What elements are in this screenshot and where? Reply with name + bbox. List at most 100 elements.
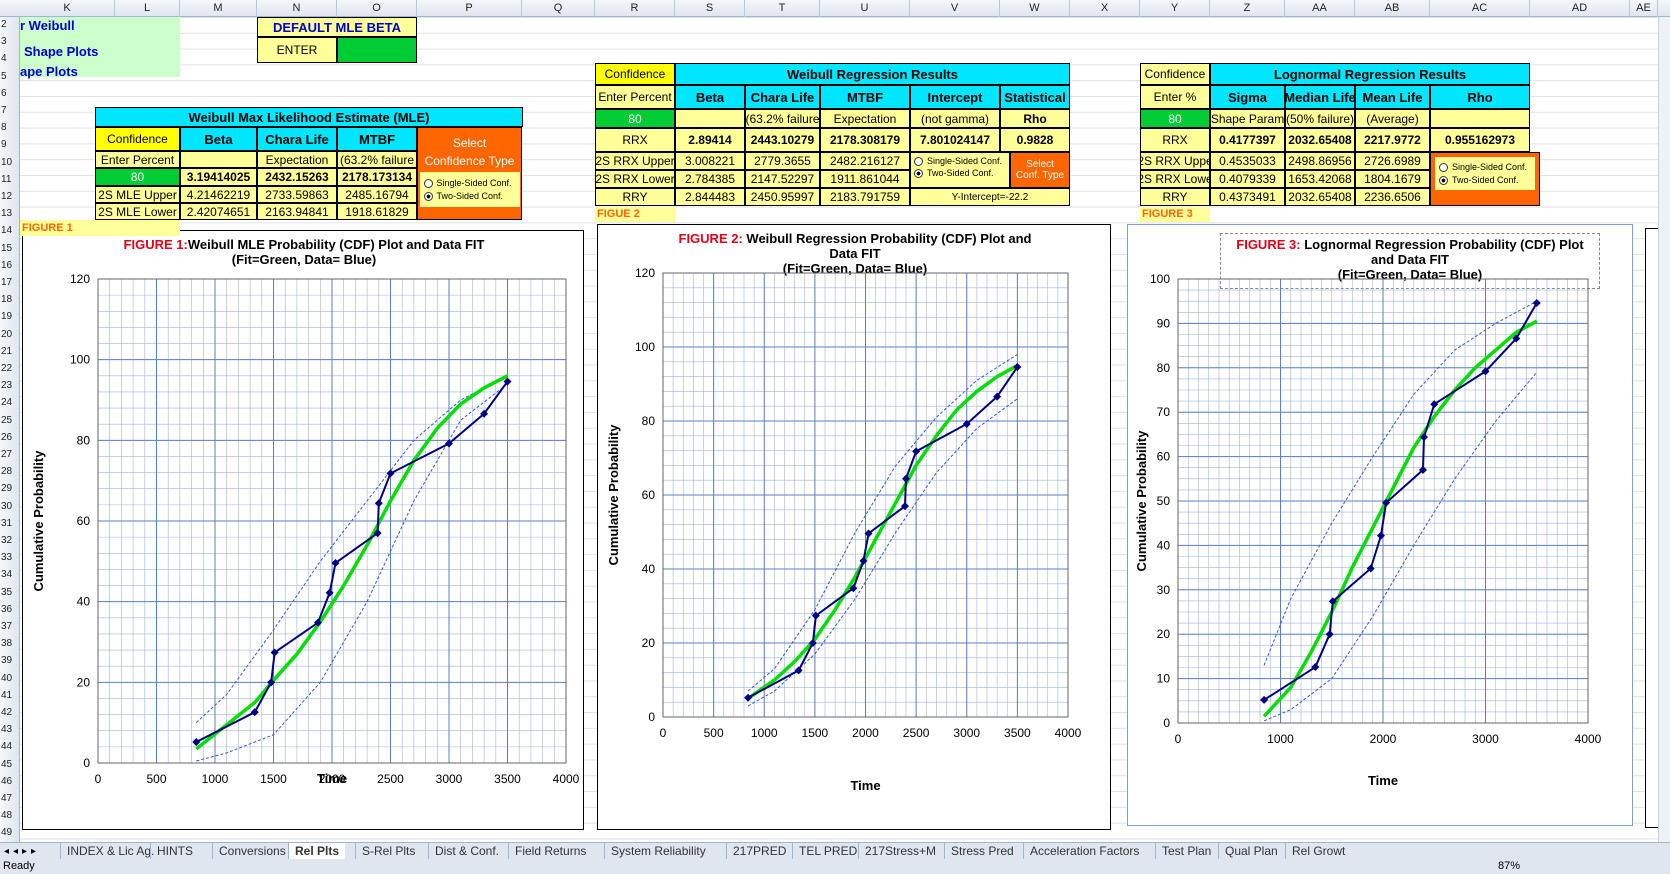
column-header-W[interactable]: W <box>1000 0 1070 17</box>
column-header-X[interactable]: X <box>1070 0 1140 17</box>
chart3-title-box[interactable] <box>1220 233 1600 289</box>
row-header[interactable]: 14 <box>1 225 13 237</box>
row-header[interactable]: 23 <box>1 380 13 392</box>
row-header[interactable]: 20 <box>1 328 13 340</box>
column-header-AD[interactable]: AD <box>1530 0 1630 17</box>
wr-radio-single-sided[interactable]: Single-Sided Conf. <box>914 156 1006 166</box>
row-header[interactable]: 19 <box>1 311 13 323</box>
row-header[interactable]: 5 <box>1 70 7 82</box>
row-header[interactable]: 10 <box>1 156 13 168</box>
sheet-tab[interactable]: 217PRED <box>726 843 792 860</box>
row-header[interactable]: 30 <box>1 500 13 512</box>
column-header-N[interactable]: N <box>257 0 337 17</box>
sheet-tab[interactable]: INDEX & Lic Ag. <box>60 843 160 860</box>
vertical-scrollbar[interactable] <box>1658 17 1670 842</box>
mle-confidence-input[interactable]: 80 <box>95 168 180 186</box>
radio-icon[interactable] <box>914 156 923 166</box>
row-header[interactable]: 42 <box>1 707 13 718</box>
column-header-R[interactable]: R <box>595 0 675 17</box>
row-header[interactable]: 40 <box>1 672 13 684</box>
sheet-tab[interactable]: Field Returns <box>508 843 592 860</box>
row-header[interactable]: 43 <box>1 724 13 736</box>
row-header[interactable]: 4 <box>1 53 7 65</box>
row-header[interactable]: 21 <box>1 345 13 357</box>
row-header[interactable]: 36 <box>1 603 13 615</box>
row-header[interactable]: 17 <box>1 277 13 288</box>
column-header-AB[interactable]: AB <box>1355 0 1430 17</box>
row-header[interactable]: 31 <box>1 517 13 529</box>
sheet-tab[interactable]: Qual Plan <box>1218 843 1284 860</box>
wr-confidence-input[interactable]: 80 <box>595 109 675 128</box>
row-header[interactable]: 8 <box>1 122 7 134</box>
sheet-tab[interactable]: Conversions <box>212 843 292 860</box>
sheet-tab[interactable]: Test Plan <box>1155 843 1217 860</box>
chart-figure-4-edge[interactable] <box>1645 228 1658 828</box>
mle-radio-two-sided[interactable]: Two-Sided Conf. <box>423 191 516 201</box>
row-header[interactable]: 22 <box>1 363 13 374</box>
link-weibull[interactable]: r Weibull <box>20 18 75 33</box>
row-header[interactable]: 12 <box>1 191 13 202</box>
row-header[interactable]: 2 <box>1 19 7 30</box>
row-header[interactable]: 37 <box>1 621 13 632</box>
row-header[interactable]: 16 <box>1 259 13 271</box>
row-header[interactable]: 9 <box>1 139 7 151</box>
default-beta-input[interactable] <box>337 37 417 63</box>
sheet-tab[interactable]: Dist & Conf. <box>428 843 505 860</box>
column-header-AC[interactable]: AC <box>1430 0 1530 17</box>
sheet-tab[interactable]: Rel Growt <box>1285 843 1351 860</box>
lr-radio-single-sided[interactable]: Single-Sided Conf. <box>1439 162 1531 172</box>
column-header-Q[interactable]: Q <box>522 0 595 17</box>
radio-icon[interactable] <box>914 168 923 178</box>
chart-figure-2[interactable]: FIGURE 2: Weibull Regression Probability… <box>597 224 1111 830</box>
sheet-tab[interactable]: System Reliability <box>604 843 712 860</box>
column-header-L[interactable]: L <box>115 0 180 17</box>
lr-confidence-input[interactable]: 80 <box>1140 109 1210 128</box>
zoom-level[interactable]: 87% <box>1498 860 1521 872</box>
wr-radio-two-sided[interactable]: Two-Sided Conf. <box>914 168 1006 178</box>
sheet-tab[interactable]: S-Rel Plts <box>355 843 421 860</box>
radio-icon[interactable] <box>423 191 433 201</box>
column-header-O[interactable]: O <box>337 0 417 17</box>
row-header[interactable]: 24 <box>1 397 13 409</box>
link-shape-plots[interactable]: Shape Plots <box>24 44 99 59</box>
lr-radio-two-sided[interactable]: Two-Sided Conf. <box>1439 175 1531 185</box>
row-header[interactable]: 39 <box>1 655 13 667</box>
row-header[interactable]: 26 <box>1 431 13 443</box>
row-header[interactable]: 27 <box>1 449 13 460</box>
row-header[interactable]: 13 <box>1 208 13 220</box>
chart-figure-1[interactable]: FIGURE 1:Weibull MLE Probability (CDF) P… <box>22 230 584 830</box>
row-header[interactable]: 38 <box>1 638 13 650</box>
sheet-tab[interactable]: Stress Pred <box>944 843 1020 860</box>
row-header[interactable]: 45 <box>1 758 13 770</box>
radio-icon[interactable] <box>1439 162 1448 172</box>
tab-nav-arrows[interactable]: ◂◂▸▸ <box>4 846 41 857</box>
radio-icon[interactable] <box>1439 175 1448 185</box>
row-header[interactable]: 25 <box>1 414 13 426</box>
row-header[interactable]: 35 <box>1 586 13 598</box>
row-header[interactable]: 47 <box>1 793 13 804</box>
link-ape-plots[interactable]: ape Plots <box>20 64 78 79</box>
row-header[interactable]: 29 <box>1 483 13 495</box>
row-header[interactable]: 41 <box>1 689 13 701</box>
mle-radio-single-sided[interactable]: Single-Sided Conf. <box>423 178 516 188</box>
row-header[interactable]: 28 <box>1 466 13 478</box>
column-header-M[interactable]: M <box>180 0 257 17</box>
sheet-tab[interactable]: Rel Plts <box>288 843 346 860</box>
row-header[interactable]: 15 <box>1 242 13 254</box>
row-header[interactable]: 7 <box>1 105 7 116</box>
column-header-AA[interactable]: AA <box>1285 0 1355 17</box>
row-header[interactable]: 48 <box>1 810 13 822</box>
column-header-K[interactable]: K <box>20 0 115 17</box>
column-header-T[interactable]: T <box>745 0 820 17</box>
sheet-tab[interactable]: HINTS <box>150 843 199 860</box>
row-header[interactable]: 6 <box>1 87 7 99</box>
row-header[interactable]: 11 <box>1 173 12 185</box>
sheet-tab[interactable]: TEL PRED <box>792 843 863 860</box>
row-header[interactable]: 18 <box>1 294 13 306</box>
column-header-Z[interactable]: Z <box>1210 0 1285 17</box>
column-header-P[interactable]: P <box>417 0 522 17</box>
sheet-tab[interactable]: 217Stress+M <box>858 843 942 860</box>
column-header-AE[interactable]: AE <box>1630 0 1658 17</box>
row-header[interactable]: 49 <box>1 827 13 839</box>
row-header[interactable]: 33 <box>1 552 13 564</box>
